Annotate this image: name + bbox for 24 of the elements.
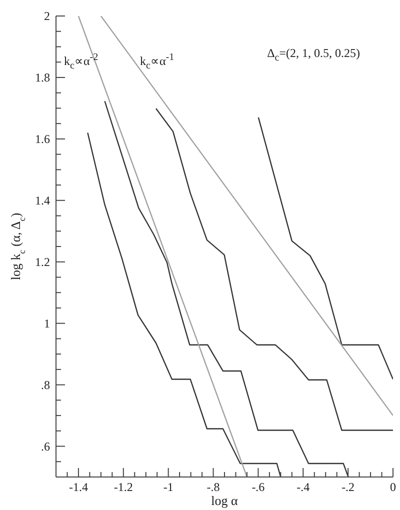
y-tick-label: .8 [41, 378, 50, 392]
annotation: Δ$_{c}$=(2, 1, 0.5, 0.25) [267, 46, 360, 64]
line-series [155, 108, 393, 431]
y-tick-label: 1.6 [35, 132, 50, 146]
y-tick-label: 1.8 [35, 70, 50, 84]
x-tick-label: -1 [163, 480, 174, 494]
y-tick-label: 1.4 [35, 193, 50, 208]
line-series [104, 100, 349, 477]
x-tick-label: -1.2 [114, 480, 133, 494]
line-series [87, 132, 282, 477]
x-tick-label: -.2 [342, 480, 355, 494]
x-tick-label: -.4 [296, 480, 310, 494]
y-tick-label: 2 [44, 9, 50, 23]
y-tick-label: 1 [44, 316, 50, 330]
line-series [258, 116, 393, 380]
y-tick-label: 1.2 [35, 254, 50, 269]
x-tick-label: 0 [390, 480, 396, 494]
x-axis-title: log α [211, 493, 238, 508]
y-tick-label: .6 [41, 439, 50, 454]
x-tick-label: -1.4 [68, 480, 88, 494]
annotation: k$_{c}$∝α$^{-2}$ [64, 52, 98, 72]
x-tick-label: -.6 [252, 480, 265, 494]
annotation: k$_{c}$∝α$^{-1}$ [140, 52, 174, 72]
x-tick-label: -.8 [206, 480, 220, 494]
